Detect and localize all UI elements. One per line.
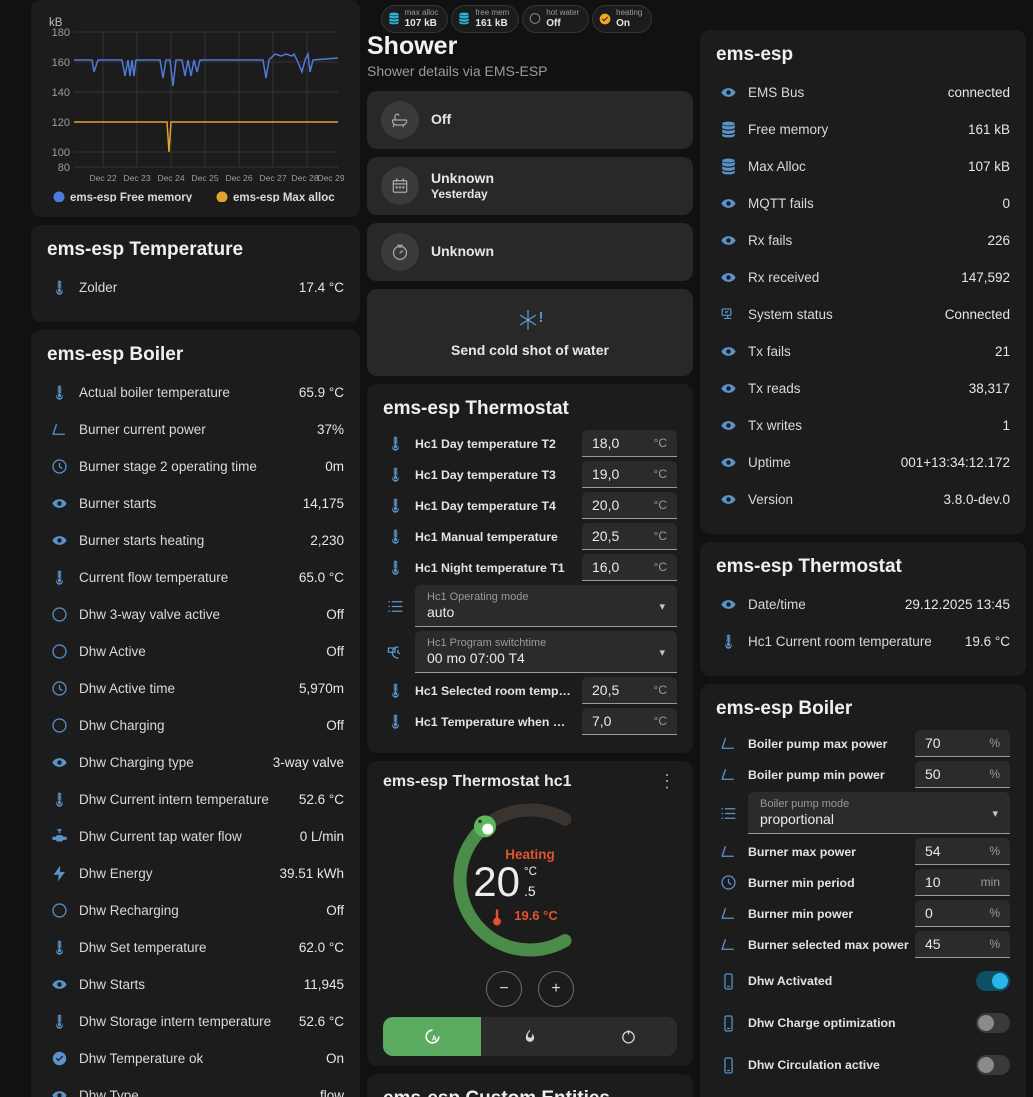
svg-text:Dec 28: Dec 28 xyxy=(291,173,318,183)
svg-text:Dec 25: Dec 25 xyxy=(191,173,218,183)
svg-text:19.6 °C: 19.6 °C xyxy=(514,908,558,923)
svg-text:Dec 29: Dec 29 xyxy=(317,173,344,183)
svg-text:°C: °C xyxy=(524,866,537,878)
svg-text:A: A xyxy=(431,1034,436,1042)
svg-text:Dec 26: Dec 26 xyxy=(225,173,252,183)
svg-text:140: 140 xyxy=(52,87,70,99)
svg-text:Dec 23: Dec 23 xyxy=(123,173,150,183)
svg-text:20: 20 xyxy=(473,858,520,905)
svg-text:Dec 27: Dec 27 xyxy=(259,173,286,183)
svg-text:120: 120 xyxy=(52,117,70,129)
svg-text:100: 100 xyxy=(52,147,70,159)
svg-text:Dec 24: Dec 24 xyxy=(157,173,184,183)
svg-text:80: 80 xyxy=(58,162,70,174)
svg-text:.5: .5 xyxy=(524,883,536,899)
svg-text:ems-esp Free memory: ems-esp Free memory xyxy=(70,192,193,202)
svg-text:160: 160 xyxy=(52,57,70,69)
svg-text:ems-esp Max alloc: ems-esp Max alloc xyxy=(233,192,335,202)
svg-text:Dec 22: Dec 22 xyxy=(89,173,116,183)
